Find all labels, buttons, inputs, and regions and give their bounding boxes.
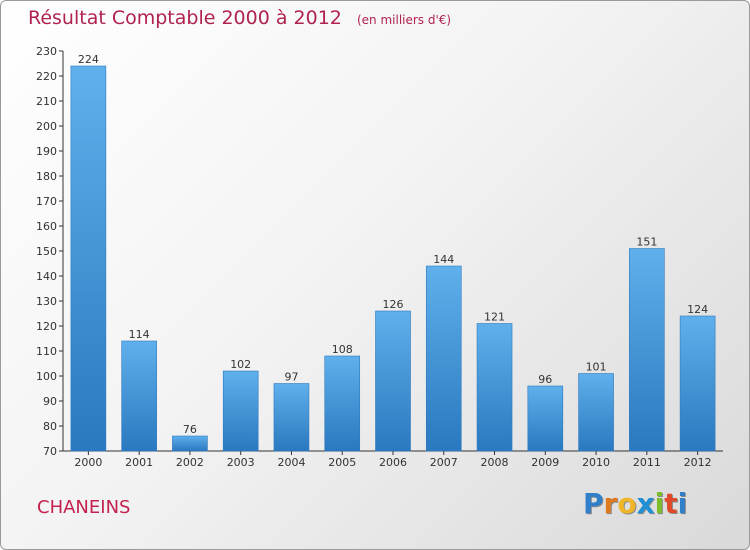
x-tick-label: 2010 — [582, 456, 610, 469]
y-tick-label: 160 — [36, 220, 57, 233]
bar — [578, 373, 614, 452]
x-tick-label: 2009 — [531, 456, 559, 469]
bar-value-label: 144 — [433, 253, 454, 266]
bar-value-label: 126 — [383, 298, 404, 311]
y-tick-label: 90 — [43, 395, 57, 408]
bar — [425, 265, 462, 452]
y-tick-label: 120 — [36, 320, 57, 333]
y-tick-label: 140 — [36, 270, 57, 283]
x-tick-label: 2008 — [481, 456, 509, 469]
y-tick-label: 130 — [36, 295, 57, 308]
bar — [375, 310, 411, 452]
x-tick-label: 2001 — [125, 456, 153, 469]
x-tick-label: 2005 — [328, 456, 356, 469]
logo-letter: i — [654, 487, 665, 520]
bar — [476, 323, 513, 452]
title-row: Résultat Comptable 2000 à 2012 (en milli… — [28, 7, 451, 29]
y-tick-label: 100 — [36, 370, 57, 383]
logo-letter: r — [603, 487, 618, 520]
y-tick-label: 70 — [43, 445, 57, 458]
logo-letter: i — [677, 487, 688, 520]
commune-name: CHANEINS — [37, 497, 131, 518]
bar-labels: 224 114 76 102 97 108 126 144 121 96 101 151 124 — [78, 53, 708, 436]
y-tick-label: 220 — [36, 70, 57, 83]
bar-value-label: 96 — [538, 373, 552, 386]
bar-value-label: 102 — [230, 358, 251, 371]
bar — [70, 65, 107, 452]
y-tick-label: 200 — [36, 120, 57, 133]
bar-value-label: 97 — [284, 371, 298, 384]
bar — [679, 315, 716, 452]
x-tick-label: 2000 — [74, 456, 102, 469]
logo-letter: P — [583, 487, 604, 520]
logo-letter: x — [636, 487, 655, 520]
bar — [172, 435, 208, 452]
proxiti-logo[interactable]: Proxiti — [583, 487, 687, 520]
logo-letter: t — [664, 487, 678, 520]
y-tick-label: 210 — [36, 95, 57, 108]
logo-letter: o — [617, 487, 637, 520]
x-tick-label: 2012 — [684, 456, 712, 469]
y-tick-label: 170 — [36, 195, 57, 208]
bar-value-label: 124 — [687, 303, 708, 316]
bar — [324, 355, 361, 452]
bar-value-label: 151 — [636, 236, 657, 249]
x-tick-label: 2006 — [379, 456, 407, 469]
bar-value-label: 101 — [586, 361, 607, 374]
x-tick-label: 2004 — [277, 456, 305, 469]
bar-value-label: 76 — [183, 423, 197, 436]
bar — [222, 370, 259, 452]
bar — [273, 383, 310, 452]
x-tick-label: 2003 — [227, 456, 255, 469]
bar — [527, 385, 564, 452]
x-tick-label: 2007 — [430, 456, 458, 469]
y-tick-label: 150 — [36, 245, 57, 258]
bar — [629, 248, 665, 452]
x-tick-label: 2011 — [633, 456, 661, 469]
y-tick-label: 190 — [36, 145, 57, 158]
y-tick-label: 180 — [36, 170, 57, 183]
bar-value-label: 114 — [129, 328, 150, 341]
chart-title: Résultat Comptable 2000 à 2012 — [28, 7, 342, 29]
bar-value-label: 224 — [78, 53, 99, 66]
bar-value-label: 108 — [332, 343, 353, 356]
y-tick-label: 230 — [36, 45, 57, 58]
x-tick-label: 2002 — [176, 456, 204, 469]
bar-value-label: 121 — [484, 311, 505, 324]
bar — [121, 340, 157, 452]
chart-unit-label: (en milliers d'€) — [356, 13, 452, 27]
bars — [70, 65, 716, 452]
y-tick-label: 110 — [36, 345, 57, 358]
y-tick-label: 80 — [43, 420, 57, 433]
